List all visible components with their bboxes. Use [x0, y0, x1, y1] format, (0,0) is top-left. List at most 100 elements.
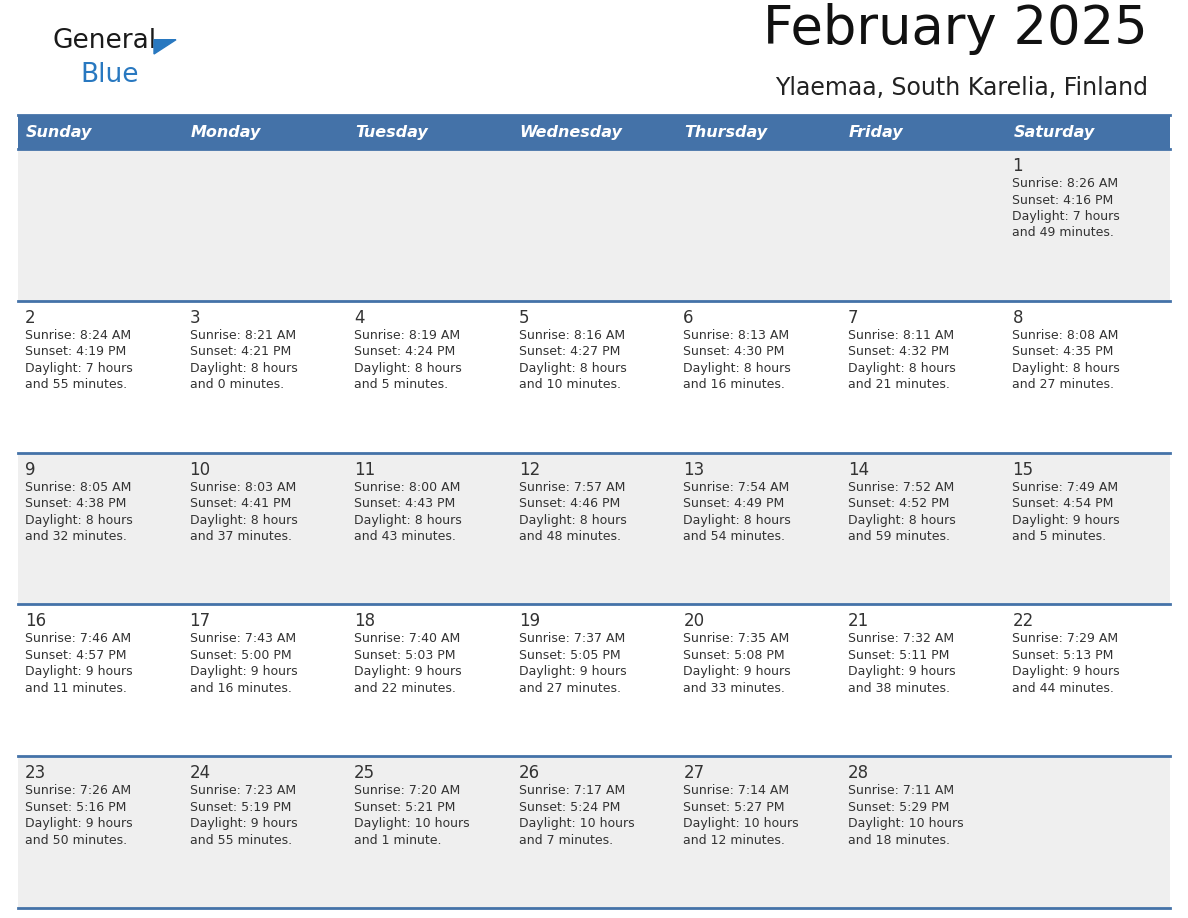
Bar — [347, 756, 512, 908]
Text: 19: 19 — [519, 612, 539, 631]
Text: Wednesday: Wednesday — [519, 125, 623, 140]
Bar — [1005, 115, 1170, 149]
Text: 20: 20 — [683, 612, 704, 631]
Bar — [512, 604, 676, 756]
Bar — [347, 115, 512, 149]
Bar — [18, 453, 183, 604]
Text: 2: 2 — [25, 308, 36, 327]
Text: Monday: Monday — [190, 125, 261, 140]
Text: Sunrise: 8:13 AM
Sunset: 4:30 PM
Daylight: 8 hours
and 16 minutes.: Sunrise: 8:13 AM Sunset: 4:30 PM Dayligh… — [683, 329, 791, 391]
Text: Sunrise: 8:00 AM
Sunset: 4:43 PM
Daylight: 8 hours
and 43 minutes.: Sunrise: 8:00 AM Sunset: 4:43 PM Dayligh… — [354, 481, 462, 543]
Bar — [18, 115, 183, 149]
Text: 11: 11 — [354, 461, 375, 478]
Bar — [841, 756, 1005, 908]
Text: Sunrise: 7:26 AM
Sunset: 5:16 PM
Daylight: 9 hours
and 50 minutes.: Sunrise: 7:26 AM Sunset: 5:16 PM Dayligh… — [25, 784, 133, 846]
Text: 18: 18 — [354, 612, 375, 631]
Text: Sunrise: 7:49 AM
Sunset: 4:54 PM
Daylight: 9 hours
and 5 minutes.: Sunrise: 7:49 AM Sunset: 4:54 PM Dayligh… — [1012, 481, 1120, 543]
Text: 15: 15 — [1012, 461, 1034, 478]
Bar — [512, 453, 676, 604]
Bar — [183, 149, 347, 301]
Polygon shape — [154, 39, 176, 54]
Text: Sunrise: 8:21 AM
Sunset: 4:21 PM
Daylight: 8 hours
and 0 minutes.: Sunrise: 8:21 AM Sunset: 4:21 PM Dayligh… — [190, 329, 297, 391]
Bar — [18, 604, 183, 756]
Bar — [347, 149, 512, 301]
Bar — [676, 756, 841, 908]
Bar — [512, 301, 676, 453]
Text: 28: 28 — [848, 764, 868, 782]
Bar — [676, 453, 841, 604]
Text: 14: 14 — [848, 461, 868, 478]
Text: Sunrise: 8:24 AM
Sunset: 4:19 PM
Daylight: 7 hours
and 55 minutes.: Sunrise: 8:24 AM Sunset: 4:19 PM Dayligh… — [25, 329, 133, 391]
Text: Sunrise: 8:16 AM
Sunset: 4:27 PM
Daylight: 8 hours
and 10 minutes.: Sunrise: 8:16 AM Sunset: 4:27 PM Dayligh… — [519, 329, 626, 391]
Text: 22: 22 — [1012, 612, 1034, 631]
Text: 3: 3 — [190, 308, 201, 327]
Text: February 2025: February 2025 — [763, 3, 1148, 55]
Text: 7: 7 — [848, 308, 859, 327]
Bar — [676, 115, 841, 149]
Text: General: General — [52, 28, 156, 54]
Bar — [183, 604, 347, 756]
Text: Ylaemaa, South Karelia, Finland: Ylaemaa, South Karelia, Finland — [775, 76, 1148, 100]
Text: 5: 5 — [519, 308, 529, 327]
Text: Sunrise: 8:11 AM
Sunset: 4:32 PM
Daylight: 8 hours
and 21 minutes.: Sunrise: 8:11 AM Sunset: 4:32 PM Dayligh… — [848, 329, 955, 391]
Text: 26: 26 — [519, 764, 539, 782]
Bar — [512, 115, 676, 149]
Text: Sunday: Sunday — [26, 125, 93, 140]
Text: Friday: Friday — [849, 125, 904, 140]
Text: Sunrise: 7:37 AM
Sunset: 5:05 PM
Daylight: 9 hours
and 27 minutes.: Sunrise: 7:37 AM Sunset: 5:05 PM Dayligh… — [519, 633, 626, 695]
Text: Sunrise: 7:46 AM
Sunset: 4:57 PM
Daylight: 9 hours
and 11 minutes.: Sunrise: 7:46 AM Sunset: 4:57 PM Dayligh… — [25, 633, 133, 695]
Text: Sunrise: 7:52 AM
Sunset: 4:52 PM
Daylight: 8 hours
and 59 minutes.: Sunrise: 7:52 AM Sunset: 4:52 PM Dayligh… — [848, 481, 955, 543]
Bar — [18, 756, 183, 908]
Text: Sunrise: 8:19 AM
Sunset: 4:24 PM
Daylight: 8 hours
and 5 minutes.: Sunrise: 8:19 AM Sunset: 4:24 PM Dayligh… — [354, 329, 462, 391]
Text: 12: 12 — [519, 461, 541, 478]
Text: Sunrise: 7:57 AM
Sunset: 4:46 PM
Daylight: 8 hours
and 48 minutes.: Sunrise: 7:57 AM Sunset: 4:46 PM Dayligh… — [519, 481, 626, 543]
Text: 13: 13 — [683, 461, 704, 478]
Text: Sunrise: 7:11 AM
Sunset: 5:29 PM
Daylight: 10 hours
and 18 minutes.: Sunrise: 7:11 AM Sunset: 5:29 PM Dayligh… — [848, 784, 963, 846]
Text: Sunrise: 8:26 AM
Sunset: 4:16 PM
Daylight: 7 hours
and 49 minutes.: Sunrise: 8:26 AM Sunset: 4:16 PM Dayligh… — [1012, 177, 1120, 240]
Text: Sunrise: 7:40 AM
Sunset: 5:03 PM
Daylight: 9 hours
and 22 minutes.: Sunrise: 7:40 AM Sunset: 5:03 PM Dayligh… — [354, 633, 462, 695]
Text: Tuesday: Tuesday — [355, 125, 428, 140]
Text: Thursday: Thursday — [684, 125, 767, 140]
Bar — [18, 301, 183, 453]
Bar — [1005, 756, 1170, 908]
Text: 8: 8 — [1012, 308, 1023, 327]
Bar — [347, 604, 512, 756]
Text: 16: 16 — [25, 612, 46, 631]
Text: 23: 23 — [25, 764, 46, 782]
Bar — [676, 301, 841, 453]
Text: Sunrise: 7:43 AM
Sunset: 5:00 PM
Daylight: 9 hours
and 16 minutes.: Sunrise: 7:43 AM Sunset: 5:00 PM Dayligh… — [190, 633, 297, 695]
Bar — [841, 115, 1005, 149]
Bar — [841, 301, 1005, 453]
Text: Sunrise: 7:29 AM
Sunset: 5:13 PM
Daylight: 9 hours
and 44 minutes.: Sunrise: 7:29 AM Sunset: 5:13 PM Dayligh… — [1012, 633, 1120, 695]
Text: 6: 6 — [683, 308, 694, 327]
Text: 10: 10 — [190, 461, 210, 478]
Bar — [676, 149, 841, 301]
Text: 25: 25 — [354, 764, 375, 782]
Text: Sunrise: 7:14 AM
Sunset: 5:27 PM
Daylight: 10 hours
and 12 minutes.: Sunrise: 7:14 AM Sunset: 5:27 PM Dayligh… — [683, 784, 798, 846]
Text: Sunrise: 7:17 AM
Sunset: 5:24 PM
Daylight: 10 hours
and 7 minutes.: Sunrise: 7:17 AM Sunset: 5:24 PM Dayligh… — [519, 784, 634, 846]
Text: Sunrise: 8:03 AM
Sunset: 4:41 PM
Daylight: 8 hours
and 37 minutes.: Sunrise: 8:03 AM Sunset: 4:41 PM Dayligh… — [190, 481, 297, 543]
Bar — [183, 453, 347, 604]
Bar — [347, 301, 512, 453]
Text: 17: 17 — [190, 612, 210, 631]
Bar — [676, 604, 841, 756]
Text: 9: 9 — [25, 461, 36, 478]
Bar — [512, 149, 676, 301]
Bar — [183, 756, 347, 908]
Bar — [841, 453, 1005, 604]
Text: Sunrise: 7:54 AM
Sunset: 4:49 PM
Daylight: 8 hours
and 54 minutes.: Sunrise: 7:54 AM Sunset: 4:49 PM Dayligh… — [683, 481, 791, 543]
Text: Blue: Blue — [80, 62, 139, 88]
Bar — [1005, 604, 1170, 756]
Text: 21: 21 — [848, 612, 870, 631]
Bar — [1005, 453, 1170, 604]
Bar — [347, 453, 512, 604]
Text: 1: 1 — [1012, 157, 1023, 175]
Bar — [1005, 149, 1170, 301]
Text: 24: 24 — [190, 764, 210, 782]
Text: Saturday: Saturday — [1013, 125, 1094, 140]
Bar — [1005, 301, 1170, 453]
Bar — [183, 115, 347, 149]
Bar — [841, 604, 1005, 756]
Text: Sunrise: 8:05 AM
Sunset: 4:38 PM
Daylight: 8 hours
and 32 minutes.: Sunrise: 8:05 AM Sunset: 4:38 PM Dayligh… — [25, 481, 133, 543]
Text: Sunrise: 7:20 AM
Sunset: 5:21 PM
Daylight: 10 hours
and 1 minute.: Sunrise: 7:20 AM Sunset: 5:21 PM Dayligh… — [354, 784, 469, 846]
